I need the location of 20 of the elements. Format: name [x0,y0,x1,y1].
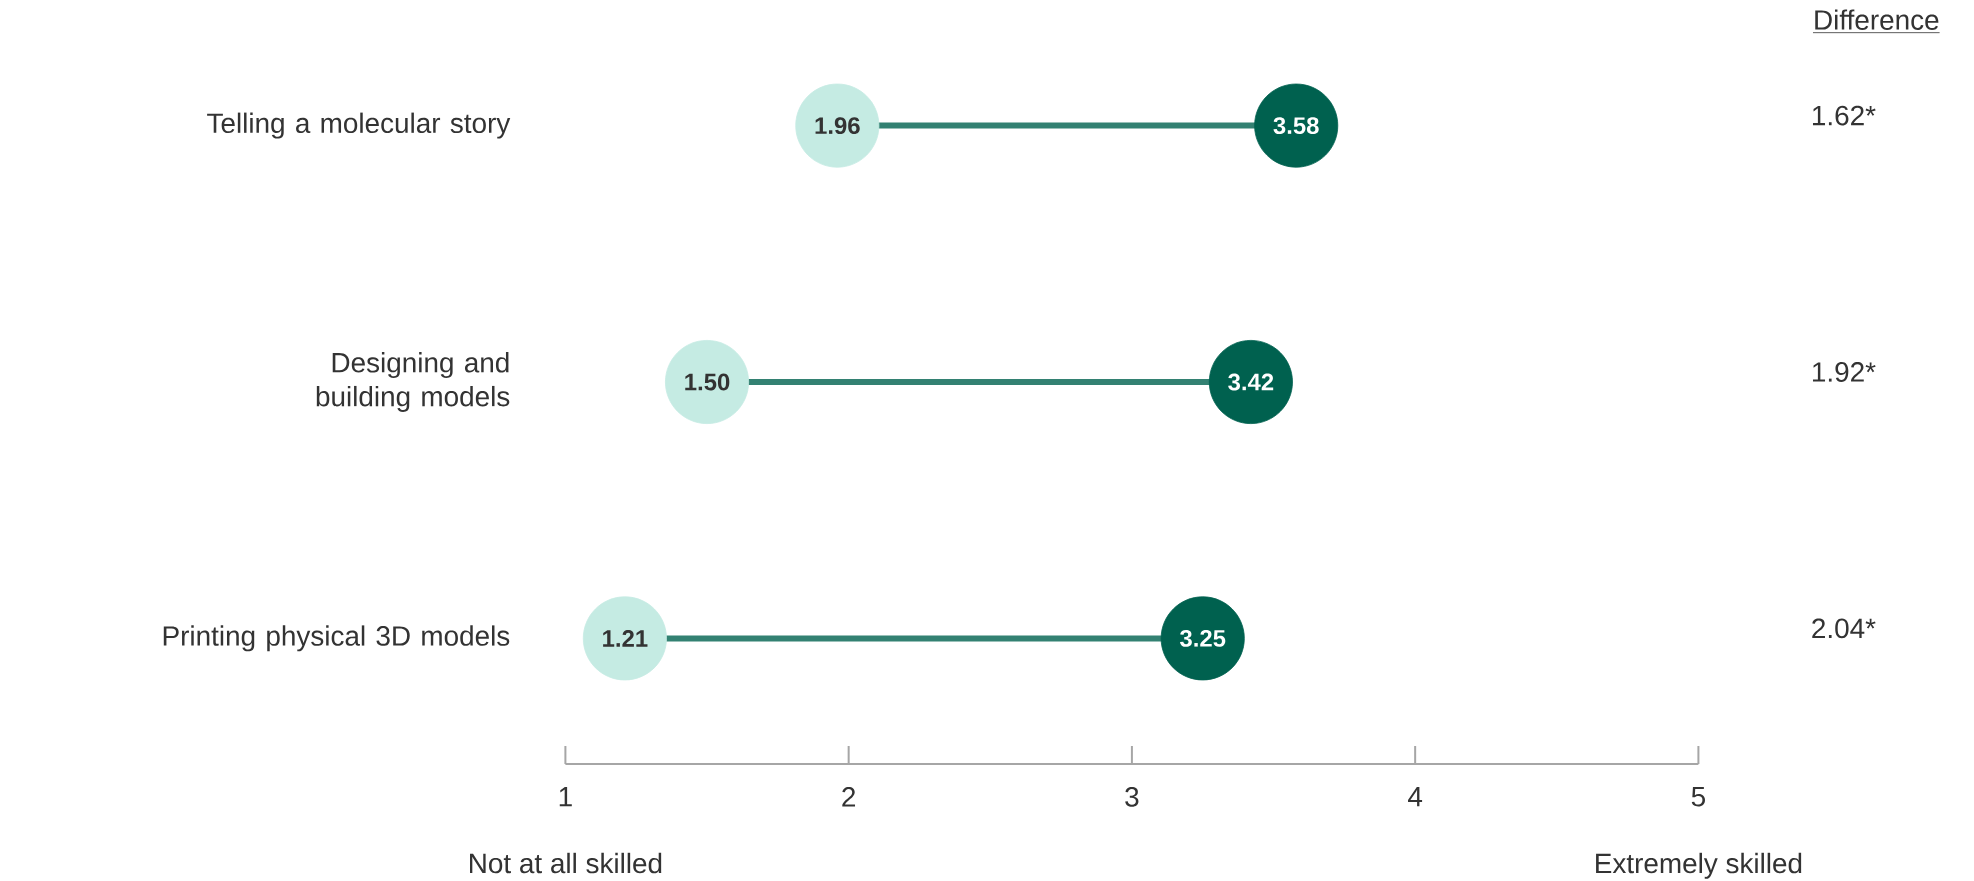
data-label: 1.21 [603,630,648,647]
data-label: 1.50 [685,373,730,391]
x-tick-label: 4 [1408,787,1423,807]
text: Difference [1815,9,1939,30]
data-label: 3.58 [1273,117,1319,135]
y-tick-label: Designing and building models [316,352,510,412]
x-tick-label: 3 [1125,787,1139,807]
text: 2.04* [1812,618,1876,639]
data-label: 3.42 [1228,373,1274,391]
text: Not at all skilled [470,852,662,874]
text: 1.92* [1812,362,1876,382]
x-tick-label: 1 [559,787,572,807]
data-label: 1.96 [815,117,860,135]
x-tick-label: 2 [842,787,856,807]
y-tick-label: Telling a molecular story [207,112,511,139]
y-tick-label: Printing physical 3D models [163,625,510,652]
x-tick-label: 5 [1691,787,1705,807]
text: 1.62* [1812,105,1876,126]
data-label: 3.25 [1180,629,1226,647]
text: Extremely skilled [1596,852,1802,879]
